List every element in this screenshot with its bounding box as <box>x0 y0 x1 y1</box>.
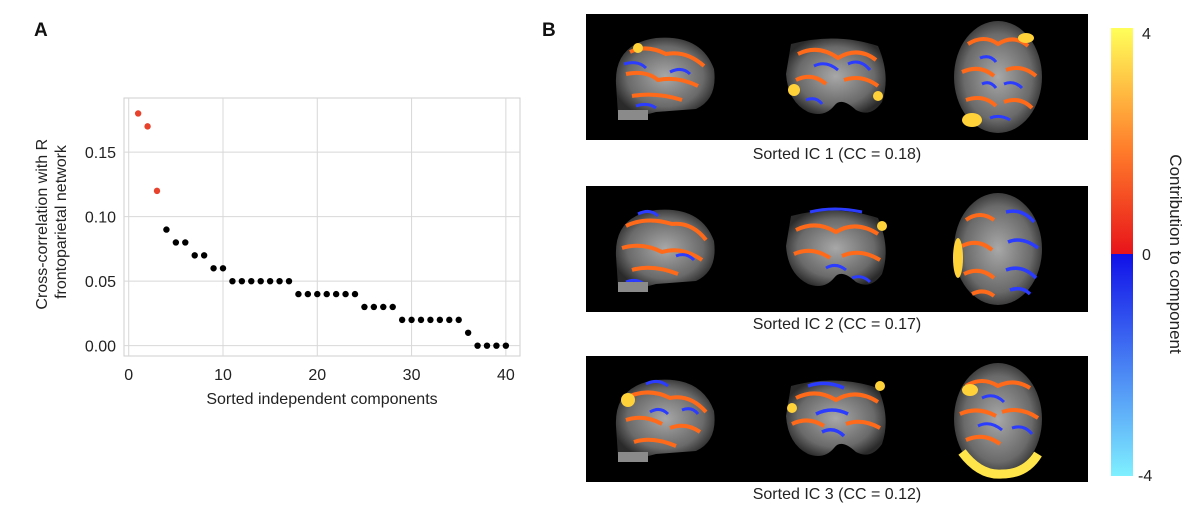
sagittal-slice <box>615 379 715 462</box>
plot-ticks: 0 10 20 30 40 0.00 0.05 0.10 0.15 <box>85 145 515 384</box>
x-tick-label: 20 <box>308 367 326 384</box>
y-axis-label: Cross-correlation with R frontoparietal … <box>34 134 70 309</box>
panel-label-b: B <box>542 20 556 41</box>
data-point <box>436 316 444 324</box>
data-point <box>200 252 208 259</box>
data-point <box>446 316 453 324</box>
data-point <box>163 226 170 233</box>
colorbar-min-label: -4 <box>1138 468 1152 485</box>
brain-map-caption-ic2: Sorted IC 2 (CC = 0.17) <box>752 316 922 333</box>
data-point <box>229 277 236 285</box>
data-point <box>455 316 462 324</box>
data-point <box>191 252 198 259</box>
brain-map-caption-ic1: Sorted IC 1 (CC = 0.18) <box>752 146 922 163</box>
data-point <box>276 277 283 285</box>
data-point <box>342 290 349 298</box>
sagittal-slice <box>615 209 715 292</box>
brain-slices-ic3 <box>615 363 1042 479</box>
y-axis-label-line-2: frontoparietal network <box>53 144 70 299</box>
data-point <box>408 316 415 324</box>
x-tick-label: 0 <box>124 367 133 384</box>
data-point <box>285 277 293 285</box>
coronal-slice <box>786 207 887 286</box>
x-axis-label: Sorted independent components <box>206 391 437 408</box>
colorbar-positive <box>1111 28 1133 254</box>
data-point <box>172 239 180 246</box>
highlighted-point <box>153 187 161 195</box>
data-point <box>398 316 406 324</box>
x-tick-label: 30 <box>403 367 421 384</box>
data-point <box>370 303 378 311</box>
highlighted-point <box>134 110 142 117</box>
axial-slice <box>953 193 1042 305</box>
plot-frame <box>123 97 521 357</box>
data-point <box>351 290 359 298</box>
data-point <box>380 303 387 311</box>
data-point <box>304 290 312 298</box>
colorbar-mid-label: 0 <box>1142 247 1151 264</box>
plot-grid <box>123 97 521 357</box>
axial-slice <box>954 363 1042 479</box>
data-point <box>417 316 425 324</box>
colorbar-negative <box>1111 254 1133 476</box>
brain-map-caption-ic3: Sorted IC 3 (CC = 0.12) <box>752 486 922 503</box>
data-point <box>257 277 264 285</box>
data-point <box>210 265 217 272</box>
data-point <box>314 290 321 298</box>
data-point <box>483 342 491 349</box>
coronal-slice <box>786 38 886 114</box>
brain-map-ic1 <box>586 14 1088 140</box>
plot-points <box>134 110 510 349</box>
sagittal-slice <box>615 37 715 120</box>
data-point <box>361 303 368 311</box>
data-point <box>323 290 330 298</box>
brain-map-ic3 <box>586 356 1088 482</box>
colorbar: 4 0 -4 Contribution to component <box>1111 26 1185 485</box>
panel-label-a: A <box>34 20 48 41</box>
scatter-plot: 0 10 20 30 40 0.00 0.05 0.10 0.15 Sorted indepen… <box>34 97 521 408</box>
axial-slice <box>954 21 1042 133</box>
brain-map-ic2 <box>586 186 1088 312</box>
data-point <box>219 265 227 272</box>
highlighted-point <box>144 123 151 130</box>
data-point <box>464 329 472 336</box>
y-tick-label: 0.10 <box>85 210 116 227</box>
data-point <box>238 277 246 285</box>
coronal-slice <box>786 380 886 456</box>
data-point <box>493 342 500 349</box>
brain-slices-ic1 <box>615 21 1042 133</box>
data-point <box>474 342 481 349</box>
y-tick-label: 0.15 <box>85 145 116 162</box>
data-point <box>266 277 274 285</box>
x-tick-label: 40 <box>497 367 515 384</box>
y-axis-label-line-1: Cross-correlation with R <box>34 139 51 310</box>
data-point <box>389 303 396 311</box>
colorbar-title: Contribution to component <box>1166 154 1185 354</box>
colorbar-max-label: 4 <box>1142 26 1151 43</box>
y-tick-label: 0.00 <box>85 339 116 356</box>
brain-slices-ic2 <box>615 193 1042 305</box>
y-tick-label: 0.05 <box>85 274 116 291</box>
data-point <box>502 342 510 349</box>
data-point <box>427 316 434 324</box>
data-point <box>182 239 189 246</box>
data-point <box>332 290 340 298</box>
x-tick-label: 10 <box>214 367 232 384</box>
data-point <box>248 277 255 285</box>
data-point <box>295 290 302 298</box>
